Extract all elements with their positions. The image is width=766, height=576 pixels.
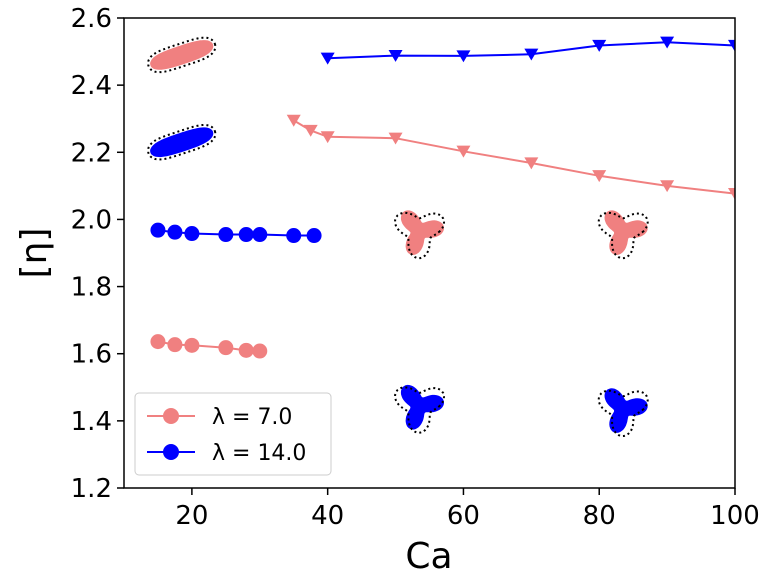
data-point [320,131,335,144]
data-point [167,337,183,353]
y-tick-label: 1.2 [71,474,112,504]
inset-shape-outline [147,123,217,161]
inset-shape-outline [394,386,446,434]
data-point [592,39,607,52]
data-point [150,334,166,350]
data-point [238,227,254,243]
data-point [218,340,234,356]
data-point [238,342,254,358]
data-point [320,52,335,65]
inset-shape-fill [400,210,444,255]
x-tick-label: 40 [311,501,344,531]
x-tick-label: 80 [583,501,616,531]
data-point [660,180,675,193]
data-point [728,39,735,52]
axis-ticks: 20 40 60 80 100 1.2 1.4 1.6 1.8 2.0 2.2 2.4 2.6 [71,4,760,531]
data-point [660,36,675,49]
y-tick-label: 2.6 [71,4,112,34]
inset-shape-outline [394,211,446,260]
y-tick-label: 1.6 [71,340,112,370]
y-tick-label: 2.4 [71,71,112,101]
inset-shape-fill [604,210,648,255]
inset-shape-outline [597,389,649,438]
inset-shape-outline [147,36,217,74]
data-point [524,48,539,61]
y-axis-label: [η] [14,228,55,279]
data-point [388,50,403,62]
inset-shape-fill [150,40,214,70]
data-point [728,187,735,200]
y-tick-label: 1.4 [71,407,112,437]
data-point [286,228,302,244]
legend: λ = 7.0 λ = 14.0 [134,392,332,476]
data-point [167,224,183,240]
x-tick-label: 60 [447,501,480,531]
data-point [456,50,471,63]
x-tick-label: 100 [710,501,760,531]
legend-label-lambda-14: λ = 14.0 [212,441,306,466]
x-axis-label: Ca [405,536,452,576]
x-tick-label: 20 [175,501,208,531]
y-tick-label: 2.2 [71,138,112,168]
legend-marker-lambda-7 [163,408,179,424]
data-point [150,222,166,238]
legend-marker-lambda-14 [163,444,179,460]
series-layer [150,36,735,359]
shape-insets [147,36,649,438]
legend-box [134,392,332,476]
plot-frame [123,17,736,489]
inset-shape-fill [150,127,214,158]
y-tick-label: 1.8 [71,273,112,303]
data-point [184,226,200,242]
data-point [592,170,607,183]
data-point [388,132,403,145]
data-point [286,114,301,127]
data-point [184,337,200,353]
data-point [524,157,539,170]
inset-shape-fill [400,384,444,430]
data-point [303,124,318,137]
data-point [252,227,268,243]
inset-shape-fill [604,388,648,433]
data-point [306,228,322,244]
data-point [218,227,234,243]
legend-label-lambda-7: λ = 7.0 [212,405,292,430]
inset-shape-outline [597,211,649,260]
data-point [252,343,268,359]
data-point [456,145,471,158]
y-tick-label: 2.0 [71,205,112,235]
